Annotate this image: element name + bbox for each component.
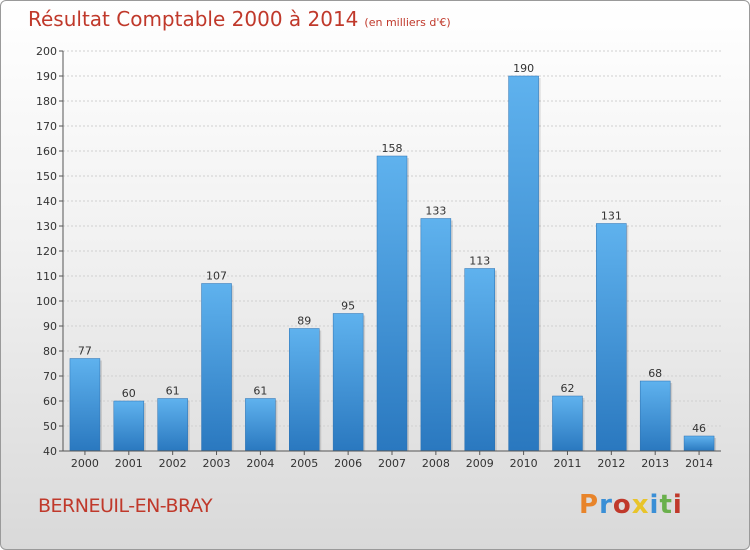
bar	[245, 398, 276, 452]
bar	[420, 218, 452, 452]
bar	[289, 328, 320, 452]
y-tick-label: 170	[36, 120, 57, 133]
y-tick-label: 50	[43, 420, 57, 433]
bar-value-label: 113	[469, 255, 490, 268]
commune-name: BERNEUIL-EN-BRAY	[38, 495, 213, 517]
chart-title: Résultat Comptable 2000 à 2014 (en millie…	[28, 7, 451, 31]
logo-letter: t	[659, 490, 673, 520]
x-tick-label: 2005	[290, 457, 318, 470]
logo-letter: i	[649, 490, 660, 520]
y-tick-label: 70	[43, 370, 57, 383]
x-tick-label: 2013	[641, 457, 669, 470]
bar	[552, 395, 583, 452]
y-tick-label: 40	[43, 445, 57, 458]
bar-value-label: 190	[513, 62, 534, 75]
logo-letter: x	[631, 490, 650, 520]
bar-value-label: 77	[78, 345, 92, 358]
bars: 77 60 61 107 61 89 95 158 133 113 190 62 131 68 46	[69, 62, 717, 452]
y-tick-label: 80	[43, 345, 57, 358]
bar	[332, 313, 364, 452]
x-tick-label: 2004	[246, 457, 274, 470]
logo-letter: P	[579, 490, 600, 520]
logo-letter: o	[612, 490, 632, 520]
y-tick-label: 140	[36, 195, 57, 208]
bar	[464, 268, 495, 452]
y-tick-label: 180	[36, 95, 57, 108]
x-tick-label: 2012	[597, 457, 625, 470]
x-tick-label: 2009	[466, 457, 494, 470]
x-tick-label: 2014	[685, 457, 713, 470]
y-tick-label: 160	[36, 145, 57, 158]
y-tick-label: 60	[43, 395, 57, 408]
proxiti-logo: Proxiti	[579, 490, 683, 520]
bar-value-label: 46	[692, 422, 706, 435]
bar	[596, 223, 627, 452]
x-tick-label: 2006	[334, 457, 362, 470]
logo-letter: r	[599, 490, 613, 520]
bar	[376, 155, 408, 452]
chart-subtitle: (en milliers d'€)	[364, 16, 451, 29]
y-tick-label: 190	[36, 70, 57, 83]
y-tick-label: 110	[36, 270, 57, 283]
x-tick-label: 2011	[553, 457, 581, 470]
bar	[201, 283, 232, 452]
bar-value-label: 158	[382, 142, 403, 155]
x-tick-label: 2008	[422, 457, 450, 470]
y-tick-label: 130	[36, 220, 57, 233]
bar	[683, 435, 715, 452]
x-tick-label: 2010	[510, 457, 538, 470]
bar	[508, 75, 539, 452]
bar	[157, 398, 188, 452]
bar	[639, 380, 671, 452]
bar-value-label: 107	[206, 270, 227, 283]
x-tick-label: 2007	[378, 457, 406, 470]
bar-value-label: 131	[601, 210, 622, 223]
bar	[69, 358, 101, 452]
y-tick-label: 100	[36, 295, 57, 308]
bar-value-label: 95	[341, 300, 355, 313]
y-tick-label: 120	[36, 245, 57, 258]
bar-value-label: 61	[166, 385, 180, 398]
bar-value-label: 62	[560, 382, 574, 395]
y-tick-label: 150	[36, 170, 57, 183]
bar-value-label: 133	[425, 205, 446, 218]
bar-value-label: 61	[253, 385, 267, 398]
y-tick-label: 200	[36, 45, 57, 58]
y-tick-label: 90	[43, 320, 57, 333]
chart-title-text: Résultat Comptable 2000 à 2014	[28, 7, 359, 31]
axes: 40 50 60 70 80 90 100 110 120 130 140 150 160 170 180 1…	[36, 45, 721, 470]
bar	[113, 400, 145, 452]
logo-letter: i	[672, 490, 683, 520]
x-tick-label: 2002	[159, 457, 187, 470]
bar-value-label: 68	[648, 367, 662, 380]
x-tick-label: 2000	[71, 457, 99, 470]
x-tick-label: 2003	[203, 457, 231, 470]
x-tick-label: 2001	[115, 457, 143, 470]
bar-value-label: 89	[297, 315, 311, 328]
bar-value-label: 60	[122, 387, 136, 400]
